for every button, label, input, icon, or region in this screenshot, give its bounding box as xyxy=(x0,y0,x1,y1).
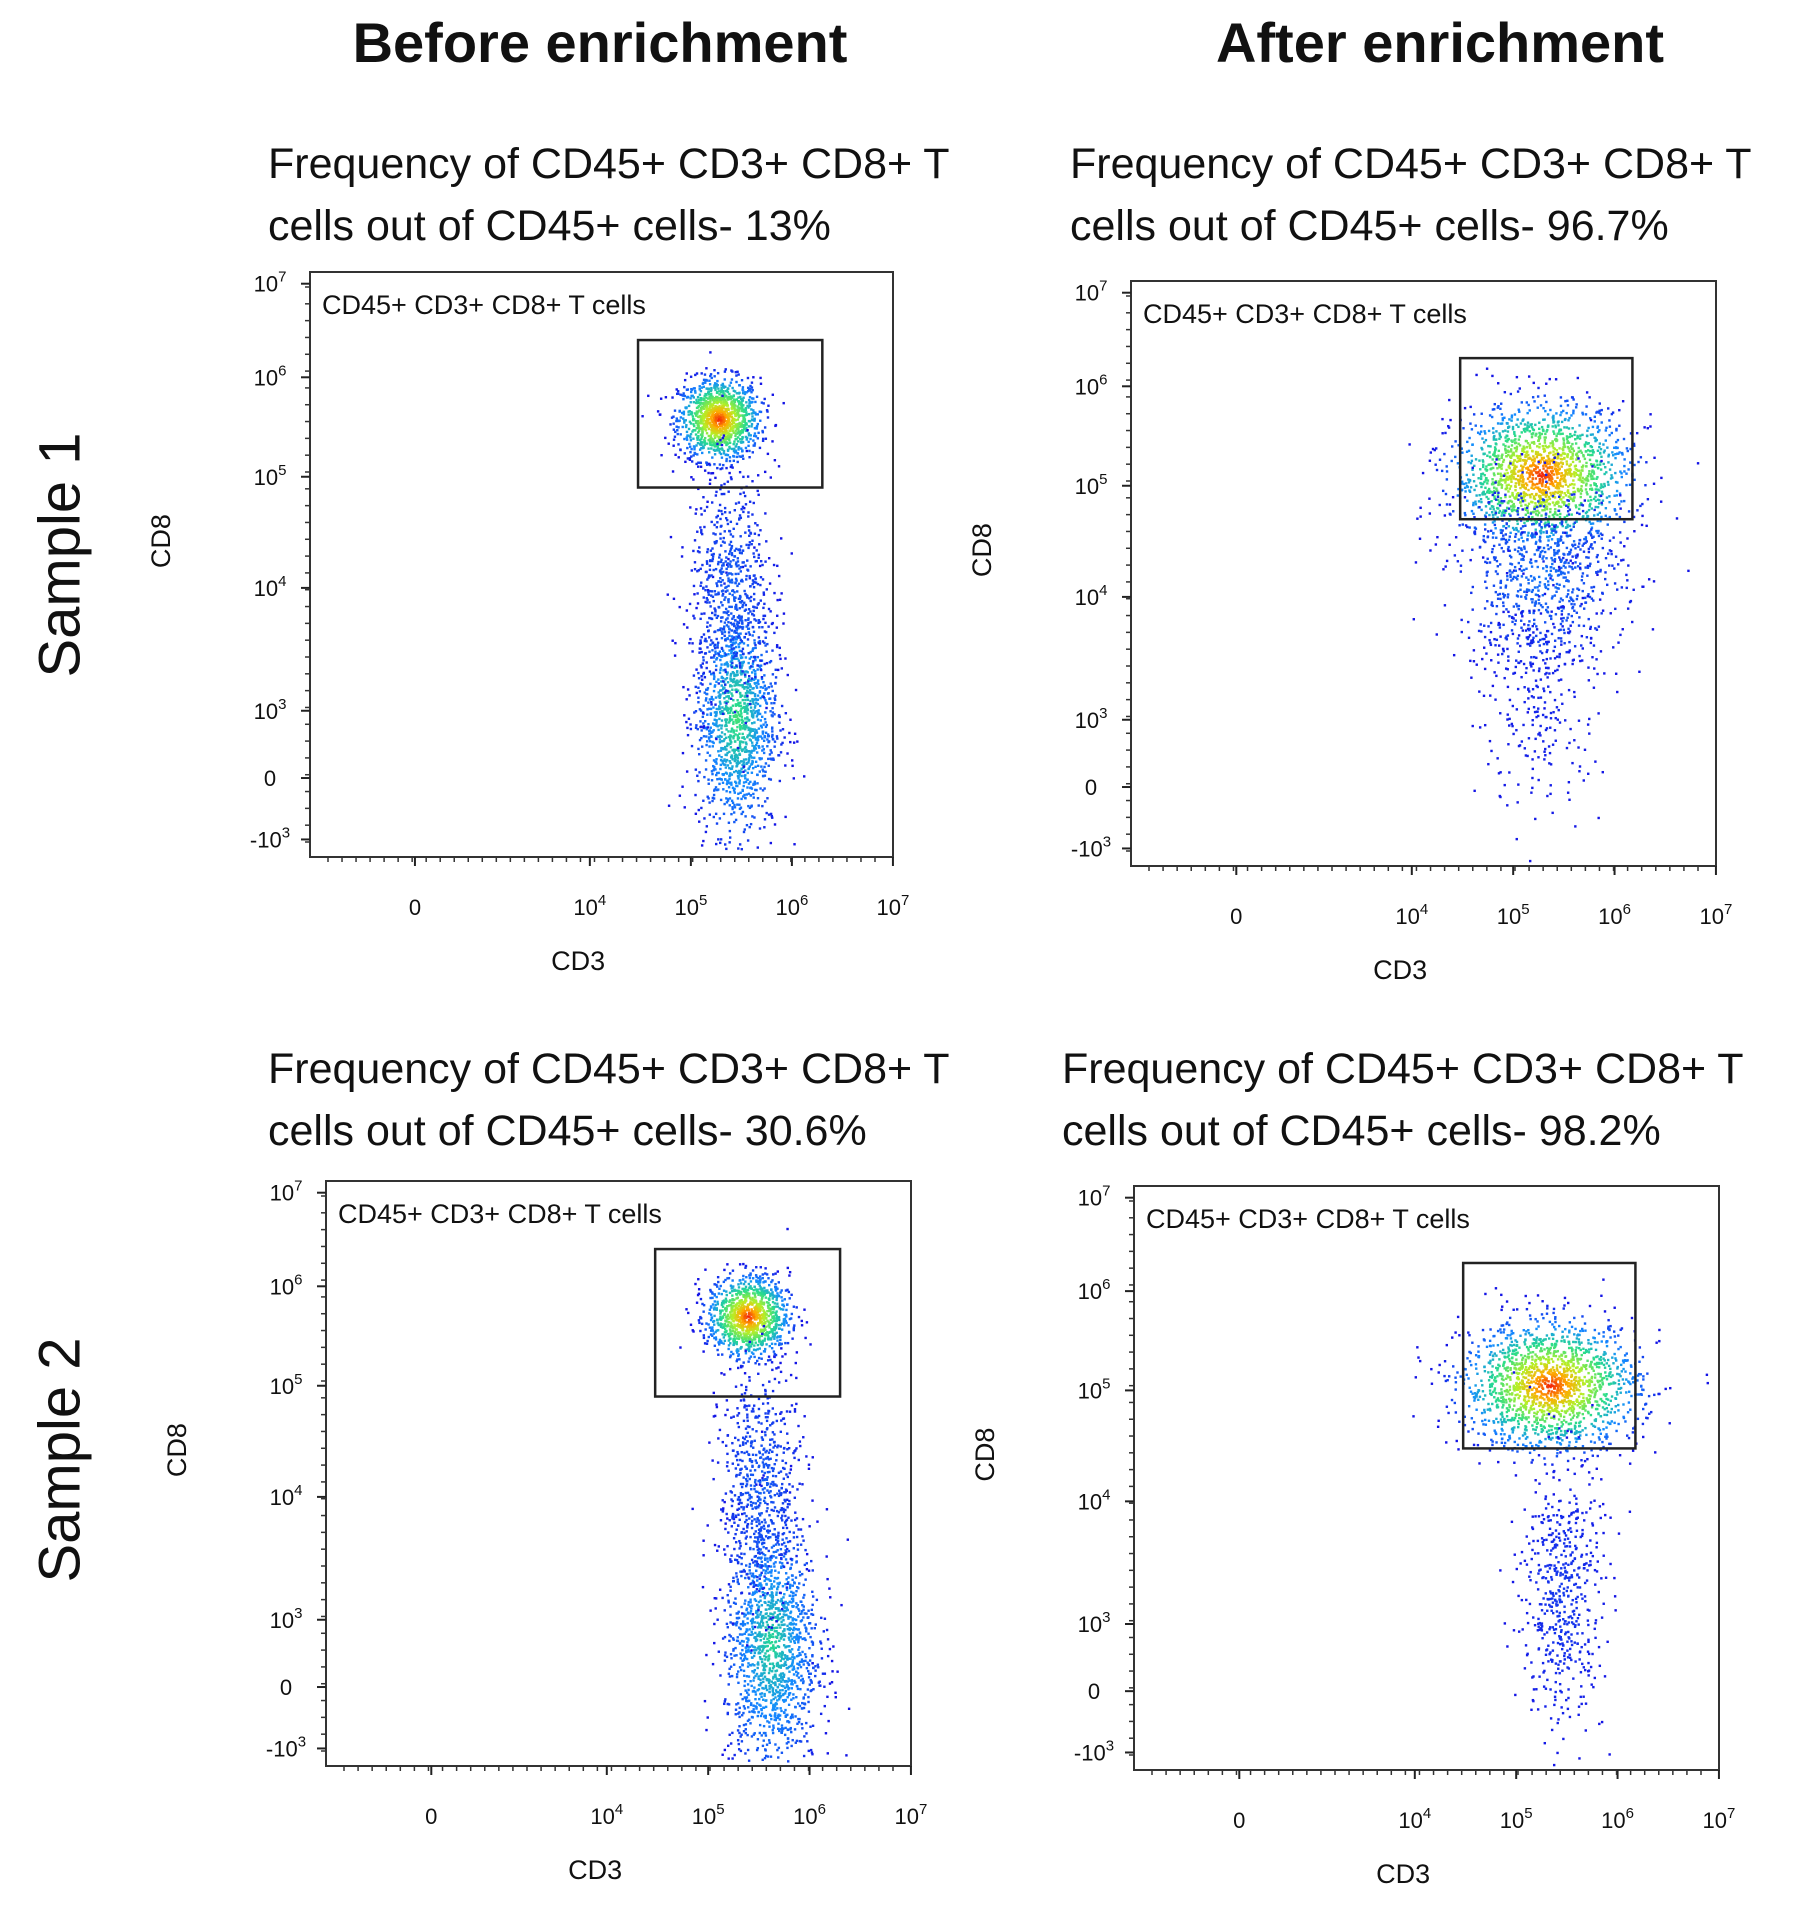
x-tick-label: 104 xyxy=(1395,901,1428,929)
event-dots xyxy=(1412,1278,1709,1767)
y-tick-label: 105 xyxy=(1075,471,1108,499)
x-tick-label: 104 xyxy=(573,892,606,920)
x-tick-label: 107 xyxy=(895,1801,928,1829)
y-tick-label: 106 xyxy=(254,362,287,390)
gate-label: CD45+ CD3+ CD8+ T cells xyxy=(1143,299,1467,329)
gate-box xyxy=(636,338,824,489)
event-dots xyxy=(679,1227,851,1763)
x-tick-label: 106 xyxy=(1598,901,1631,929)
x-axis-label: CD3 xyxy=(551,946,605,976)
y-tick-label: 105 xyxy=(254,462,287,490)
y-tick-label: 0 xyxy=(1088,1679,1100,1704)
scatter-panel-4: Frequency of CD45+ CD3+ CD8+ T cells out … xyxy=(970,1045,1744,1889)
plot-frame xyxy=(309,271,894,858)
gate-box xyxy=(653,1247,842,1398)
y-tick-label: 104 xyxy=(1075,582,1108,610)
y-tick-label: 106 xyxy=(1075,371,1108,399)
y-axis-label: CD8 xyxy=(146,514,176,568)
y-tick-label: -103 xyxy=(1071,833,1111,861)
x-tick-label: 106 xyxy=(1601,1805,1634,1833)
x-axis-label: CD3 xyxy=(568,1855,622,1885)
panel-title-line: cells out of CD45+ cells- 96.7% xyxy=(1070,202,1669,250)
y-tick-label: 103 xyxy=(1075,705,1108,733)
x-tick-label: 107 xyxy=(1703,1805,1736,1833)
y-axis-label: CD8 xyxy=(162,1423,192,1477)
y-axis-label: CD8 xyxy=(970,1428,1000,1482)
x-tick-label: 107 xyxy=(877,892,910,920)
y-tick-label: 107 xyxy=(1078,1183,1111,1211)
x-axis-label: CD3 xyxy=(1376,1859,1430,1889)
x-tick-label: 105 xyxy=(674,892,707,920)
y-tick-label: 105 xyxy=(270,1371,303,1399)
y-axis-label: CD8 xyxy=(967,523,997,577)
x-tick-label: 104 xyxy=(1398,1805,1431,1833)
event-dots xyxy=(1408,367,1700,863)
panel-title-line: Frequency of CD45+ CD3+ CD8+ T xyxy=(1062,1045,1744,1093)
y-tick-label: 103 xyxy=(254,696,287,724)
gate-label: CD45+ CD3+ CD8+ T cells xyxy=(1146,1204,1470,1234)
x-tick-label: 106 xyxy=(793,1801,826,1829)
scatter-panel-3: Frequency of CD45+ CD3+ CD8+ T cells out … xyxy=(162,1045,950,1885)
column-header-before: Before enrichment xyxy=(352,11,848,74)
event-dots xyxy=(641,351,806,851)
panel-title-line: Frequency of CD45+ CD3+ CD8+ T xyxy=(268,1045,950,1093)
y-tick-label: 107 xyxy=(254,269,287,297)
y-tick-label: 107 xyxy=(1075,278,1108,306)
y-tick-label: 104 xyxy=(270,1482,303,1510)
scatter-panel-2: Frequency of CD45+ CD3+ CD8+ T cells out … xyxy=(967,140,1752,985)
x-axis-label: CD3 xyxy=(1373,955,1427,985)
y-tick-label: 0 xyxy=(1085,775,1097,800)
x-tick-label: 105 xyxy=(1497,901,1530,929)
y-tick-label: 0 xyxy=(280,1675,292,1700)
x-tick-label: 105 xyxy=(1500,1805,1533,1833)
x-tick-label: 0 xyxy=(409,895,421,920)
y-tick-label: 107 xyxy=(270,1178,303,1206)
plot-frame xyxy=(1130,280,1717,867)
x-tick-label: 104 xyxy=(590,1801,623,1829)
y-tick-label: 105 xyxy=(1078,1375,1111,1403)
panel-title-line: Frequency of CD45+ CD3+ CD8+ T xyxy=(1070,140,1752,188)
column-header-after: After enrichment xyxy=(1215,11,1665,74)
y-tick-label: 104 xyxy=(254,573,287,601)
scatter-panel-1: Frequency of CD45+ CD3+ CD8+ T cells out … xyxy=(146,140,950,976)
gate-label: CD45+ CD3+ CD8+ T cells xyxy=(322,290,646,320)
plot-frame xyxy=(325,1180,912,1767)
x-tick-label: 0 xyxy=(1233,1808,1245,1833)
x-tick-label: 105 xyxy=(692,1801,725,1829)
y-tick-label: 103 xyxy=(1078,1609,1111,1637)
x-tick-label: 0 xyxy=(1230,904,1242,929)
x-tick-label: 0 xyxy=(425,1804,437,1829)
y-tick-label: 104 xyxy=(1078,1486,1111,1514)
x-tick-label: 106 xyxy=(775,892,808,920)
gate-label: CD45+ CD3+ CD8+ T cells xyxy=(338,1199,662,1229)
y-tick-label: 103 xyxy=(270,1605,303,1633)
plot-frame xyxy=(1133,1185,1720,1771)
panel-title-line: cells out of CD45+ cells- 30.6% xyxy=(268,1107,867,1155)
panel-title-line: Frequency of CD45+ CD3+ CD8+ T xyxy=(268,140,950,188)
y-tick-label: 106 xyxy=(270,1271,303,1299)
y-tick-label: 0 xyxy=(264,766,276,791)
gate-box xyxy=(1461,1261,1637,1450)
y-tick-label: 106 xyxy=(1078,1276,1111,1304)
x-tick-label: 107 xyxy=(1700,901,1733,929)
y-tick-label: -103 xyxy=(1074,1737,1114,1765)
y-tick-label: -103 xyxy=(250,824,290,852)
y-tick-label: -103 xyxy=(266,1733,306,1761)
panel-title-line: cells out of CD45+ cells- 98.2% xyxy=(1062,1107,1661,1155)
gate-box xyxy=(1458,356,1634,521)
panel-title-line: cells out of CD45+ cells- 13% xyxy=(268,202,831,250)
